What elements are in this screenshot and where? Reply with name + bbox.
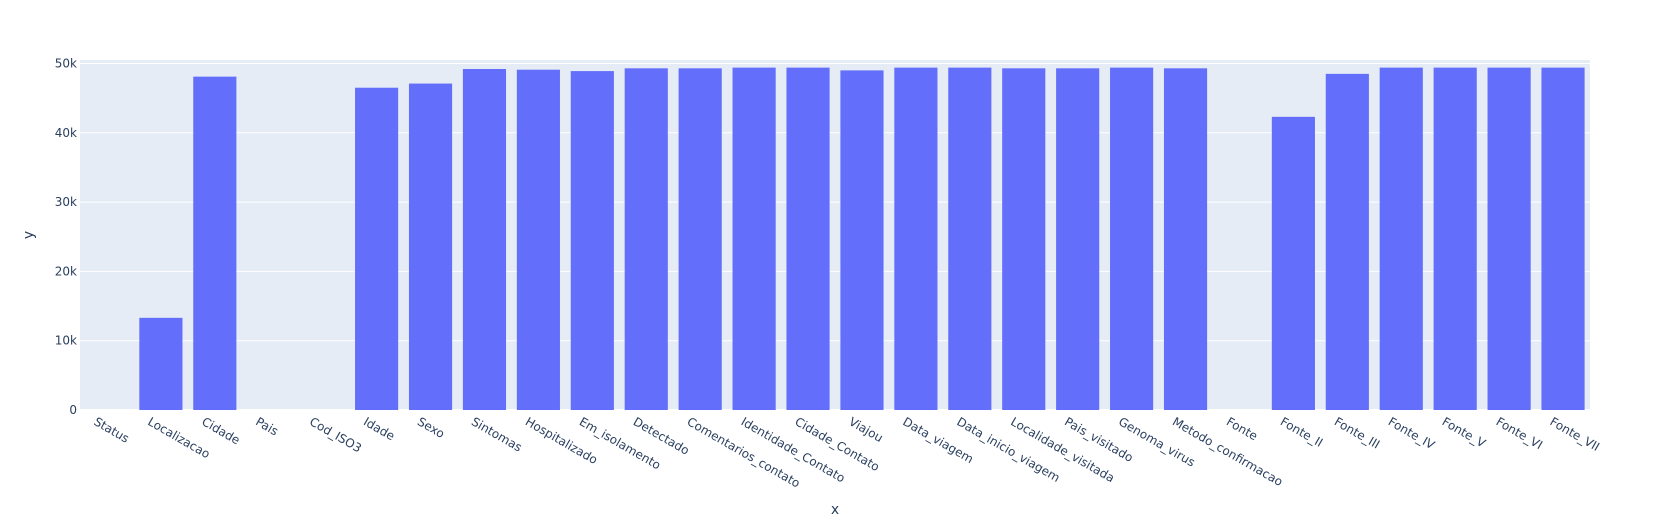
x-tick-label: Fonte_VII	[1548, 414, 1602, 454]
bar	[355, 87, 399, 410]
y-tick-label: 0	[69, 403, 77, 417]
bar	[624, 68, 668, 410]
bar	[516, 69, 560, 410]
x-tick-label: Fonte_III	[1332, 414, 1382, 451]
bar	[1271, 116, 1315, 411]
bar	[139, 317, 183, 410]
y-axis-ticks: 0 10k 20k 30k 40k 50k	[55, 56, 77, 417]
y-tick-label: 10k	[55, 334, 77, 348]
x-tick-label: Pais	[253, 414, 280, 438]
x-axis-title: x	[831, 502, 839, 518]
bar	[894, 67, 938, 410]
bar	[462, 69, 507, 411]
x-tick-label: Fonte_IV	[1386, 414, 1438, 452]
bar	[948, 67, 992, 410]
x-tick-label: Viajou	[846, 414, 885, 445]
x-tick-label: Idade	[361, 414, 397, 443]
y-tick-label: 20k	[55, 264, 77, 278]
bar	[786, 67, 830, 410]
bar	[1541, 67, 1585, 410]
x-tick-label: Fonte_V	[1440, 414, 1489, 450]
bar	[1056, 68, 1100, 410]
y-axis-title: y	[21, 231, 37, 239]
y-tick-label: 40k	[55, 126, 77, 140]
bar	[1325, 73, 1369, 410]
bar	[732, 67, 776, 410]
bar	[1487, 67, 1531, 410]
x-tick-label: Fonte_VI	[1494, 414, 1545, 452]
x-tick-label: Cod_ISO3	[307, 414, 364, 455]
x-tick-label: Fonte	[1224, 414, 1260, 443]
bar	[1002, 68, 1046, 410]
bar	[1110, 67, 1154, 410]
bar	[840, 70, 884, 410]
bar	[1433, 67, 1477, 410]
x-tick-label: Fonte_II	[1278, 414, 1325, 449]
y-tick-label: 30k	[55, 195, 77, 209]
x-tick-label: Sexo	[415, 414, 447, 441]
bar	[570, 71, 614, 410]
x-tick-label: Cidade	[199, 414, 242, 447]
bar	[408, 83, 453, 410]
bar	[1163, 68, 1208, 410]
bars	[139, 67, 1585, 411]
bar	[1379, 67, 1423, 410]
bar	[678, 68, 722, 410]
y-tick-label: 50k	[55, 56, 77, 70]
x-tick-label: Status	[91, 414, 131, 445]
x-tick-label: Sintomas	[469, 414, 524, 454]
bar	[193, 76, 237, 410]
